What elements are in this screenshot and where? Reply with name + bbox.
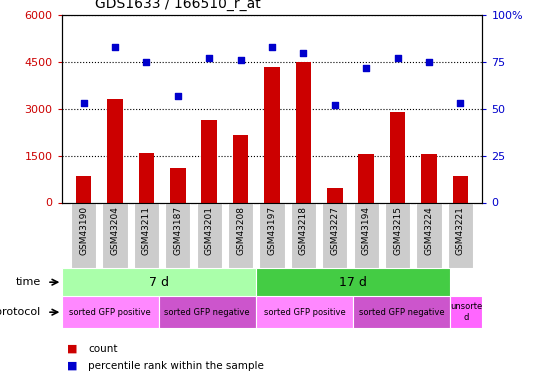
Text: sorted GFP positive: sorted GFP positive bbox=[69, 308, 151, 316]
Bar bbox=[327, 188, 343, 202]
Point bbox=[299, 50, 308, 55]
Bar bbox=[159, 296, 256, 328]
Bar bbox=[295, 62, 311, 202]
Bar bbox=[139, 153, 154, 203]
Point bbox=[331, 102, 339, 108]
Bar bbox=[264, 67, 280, 203]
Bar bbox=[76, 176, 92, 203]
Point bbox=[142, 59, 151, 65]
Bar bbox=[170, 168, 185, 202]
Bar bbox=[353, 296, 450, 328]
Text: 7 d: 7 d bbox=[148, 276, 169, 289]
Bar bbox=[448, 202, 473, 268]
Bar bbox=[259, 202, 285, 268]
Point bbox=[393, 55, 402, 61]
Bar bbox=[71, 202, 96, 268]
Point bbox=[79, 100, 88, 106]
Bar bbox=[62, 296, 159, 328]
Point bbox=[268, 44, 277, 50]
Text: GSM43221: GSM43221 bbox=[456, 206, 465, 255]
Bar bbox=[165, 202, 190, 268]
Text: GSM43190: GSM43190 bbox=[79, 206, 88, 255]
Point bbox=[425, 59, 433, 65]
Text: ■: ■ bbox=[67, 361, 78, 370]
Text: GDS1633 / 166510_r_at: GDS1633 / 166510_r_at bbox=[95, 0, 261, 11]
Text: GSM43224: GSM43224 bbox=[425, 206, 434, 255]
Bar bbox=[291, 202, 316, 268]
Text: protocol: protocol bbox=[0, 307, 41, 317]
Point bbox=[205, 55, 213, 61]
Bar bbox=[107, 99, 123, 202]
Bar bbox=[202, 120, 217, 202]
Text: GSM43211: GSM43211 bbox=[142, 206, 151, 255]
Text: GSM43187: GSM43187 bbox=[173, 206, 182, 255]
Bar bbox=[102, 202, 128, 268]
Text: ■: ■ bbox=[67, 344, 78, 354]
Text: GSM43197: GSM43197 bbox=[267, 206, 277, 255]
Point bbox=[174, 93, 182, 99]
Bar bbox=[385, 202, 410, 268]
Bar bbox=[390, 112, 405, 202]
Text: unsorte
d: unsorte d bbox=[450, 303, 482, 322]
Bar bbox=[359, 154, 374, 203]
Bar bbox=[450, 296, 482, 328]
Text: GSM43204: GSM43204 bbox=[110, 206, 120, 255]
Text: GSM43215: GSM43215 bbox=[393, 206, 402, 255]
Text: GSM43218: GSM43218 bbox=[299, 206, 308, 255]
Point bbox=[111, 44, 120, 50]
Text: GSM43194: GSM43194 bbox=[362, 206, 371, 255]
Text: count: count bbox=[88, 344, 118, 354]
Text: time: time bbox=[16, 277, 41, 287]
Bar bbox=[322, 202, 347, 268]
Bar bbox=[416, 202, 442, 268]
Bar bbox=[452, 176, 468, 203]
Point bbox=[236, 57, 245, 63]
Bar bbox=[421, 154, 437, 203]
Text: percentile rank within the sample: percentile rank within the sample bbox=[88, 361, 264, 370]
Bar bbox=[134, 202, 159, 268]
Bar bbox=[354, 202, 379, 268]
Point bbox=[362, 64, 370, 70]
Bar bbox=[256, 268, 450, 296]
Bar bbox=[197, 202, 222, 268]
Bar bbox=[256, 296, 353, 328]
Bar bbox=[233, 135, 249, 202]
Bar bbox=[62, 268, 256, 296]
Text: GSM43208: GSM43208 bbox=[236, 206, 245, 255]
Text: sorted GFP positive: sorted GFP positive bbox=[264, 308, 345, 316]
Bar bbox=[228, 202, 253, 268]
Text: 17 d: 17 d bbox=[339, 276, 367, 289]
Point bbox=[456, 100, 465, 106]
Text: sorted GFP negative: sorted GFP negative bbox=[359, 308, 444, 316]
Text: GSM43201: GSM43201 bbox=[205, 206, 214, 255]
Text: sorted GFP negative: sorted GFP negative bbox=[165, 308, 250, 316]
Text: GSM43227: GSM43227 bbox=[330, 206, 339, 255]
